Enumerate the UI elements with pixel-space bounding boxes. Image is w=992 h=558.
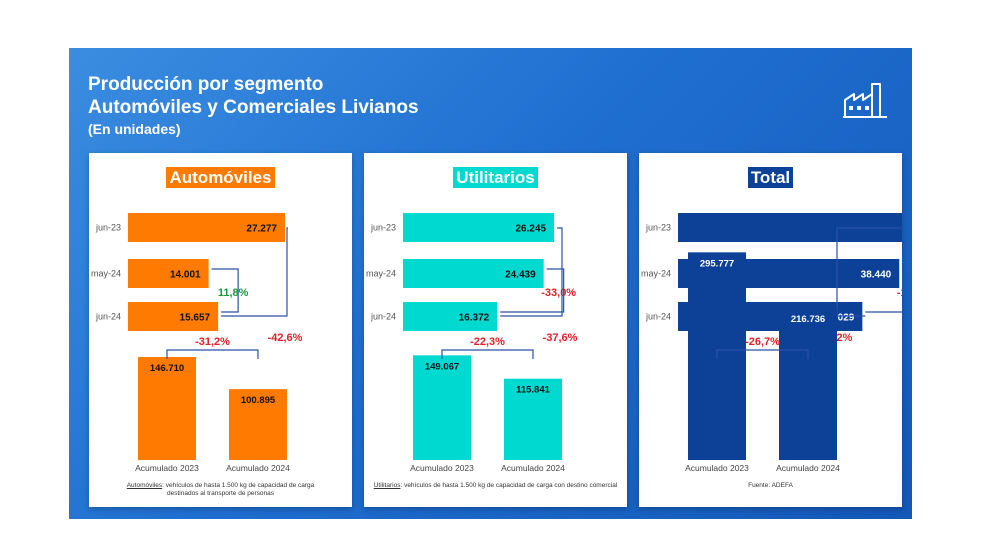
yearly-variation: -37,6%	[543, 332, 578, 344]
x-tick-label: Acumulado 2024	[501, 463, 565, 473]
footnote-text: Fuente: ADEFA	[748, 482, 793, 489]
row-label: may-24	[641, 269, 671, 279]
accumulated-bar	[413, 355, 471, 460]
monthly-connector	[500, 268, 565, 313]
card-total: Total jun-2353.522may-2438.440jun-2432.0…	[639, 153, 902, 507]
month-bar	[403, 213, 555, 242]
footnote-term: Automóviles	[126, 482, 163, 489]
data-label: 115.841	[516, 385, 551, 396]
accumulated-bar	[779, 307, 837, 460]
x-tick-label: Acumulado 2024	[776, 463, 840, 473]
row-label: jun-23	[95, 223, 121, 233]
yearly-connector	[836, 227, 902, 317]
accumulated-bar	[138, 357, 196, 460]
data-label: 24.439	[505, 270, 536, 281]
accumulated-bar	[504, 378, 562, 460]
yearly-connector	[221, 227, 288, 317]
card-title: Utilitarios	[453, 167, 538, 188]
x-tick-label: Acumulado 2024	[226, 463, 290, 473]
data-label: 216.736	[791, 314, 825, 325]
data-label: 100.895	[241, 395, 276, 406]
yearly-variation: -42,6%	[268, 332, 303, 344]
accumulated-variation: -31,2%	[195, 336, 230, 348]
data-label: 295.777	[700, 258, 734, 269]
data-label: 15.657	[180, 313, 211, 324]
row-label: jun-24	[370, 312, 396, 322]
footnote-term: Utilitarios	[373, 482, 401, 489]
accumulated-bar	[229, 389, 287, 460]
card-automoviles: Automóviles jun-23 27.277 may-24 14.001 jun-…	[89, 153, 352, 507]
page-subtitle: Automóviles y Comerciales Livianos	[88, 97, 419, 118]
accumulated-variation: -22,3%	[470, 336, 505, 348]
row-label: jun-23	[645, 223, 671, 233]
footnote: Fuente: ADEFA	[639, 482, 902, 490]
accumulated-connector	[441, 349, 534, 359]
footnote: Automóviles: vehículos de hasta 1.500 kg…	[89, 482, 352, 498]
data-label: 26.245	[515, 224, 546, 235]
month-bar	[403, 302, 498, 331]
data-label: 27.277	[246, 224, 277, 235]
month-bar	[128, 213, 285, 242]
yearly-connector	[500, 227, 563, 317]
accumulated-connector	[716, 349, 809, 359]
monthly-variation: 11,8%	[218, 287, 249, 299]
monthly-variation: -16,7%	[897, 287, 902, 299]
segment-chart: jun-23 26.245 may-24 24.439 jun-24 16.372 -33,…	[366, 213, 578, 473]
card-title: Automóviles	[166, 167, 275, 188]
footnote-text: : vehículos de hasta 1.500 kg de capacid…	[162, 482, 315, 489]
card-title: Total	[747, 167, 794, 188]
accumulated-variation: -26,7%	[745, 336, 780, 348]
row-label: jun-24	[95, 312, 121, 322]
data-label: 14.001	[170, 270, 201, 281]
month-bar	[403, 259, 544, 288]
data-label: 149.067	[425, 361, 459, 372]
row-label: may-24	[366, 269, 396, 279]
row-label: jun-23	[370, 223, 396, 233]
footnote-text-line2: destinados al transporte de personas	[167, 490, 274, 497]
accumulated-connector	[166, 349, 259, 359]
month-bar	[128, 302, 219, 331]
data-label: 146.710	[150, 363, 184, 374]
footnote: Utilitarios: vehículos de hasta 1.500 kg…	[364, 482, 627, 490]
factory-icon	[843, 83, 887, 118]
data-label: 16.372	[459, 313, 490, 324]
segment-chart: jun-23 27.277 may-24 14.001 jun-24 15.657 11,8…	[91, 213, 303, 473]
row-label: jun-24	[645, 312, 671, 322]
month-bar	[128, 259, 209, 288]
segment-chart: jun-2353.522may-2438.440jun-2432.029-16,…	[641, 213, 902, 473]
x-tick-label: Acumulado 2023	[410, 463, 474, 473]
monthly-connector	[211, 268, 239, 313]
page-title: Producción por segmento	[88, 74, 324, 95]
data-label: 32.029	[824, 313, 855, 324]
card-utilitarios: Utilitarios jun-23 26.245 may-24 24.439 jun-…	[364, 153, 627, 507]
x-tick-label: Acumulado 2023	[685, 463, 749, 473]
footnote-text: : vehículos de hasta 1.500 kg de capacid…	[400, 482, 618, 489]
x-tick-label: Acumulado 2023	[135, 463, 199, 473]
monthly-variation: -33,0%	[541, 287, 576, 299]
data-label: 38.440	[861, 270, 892, 281]
monthly-connector	[865, 311, 902, 313]
units-note: (En unidades)	[88, 121, 181, 137]
row-label: may-24	[91, 269, 121, 279]
